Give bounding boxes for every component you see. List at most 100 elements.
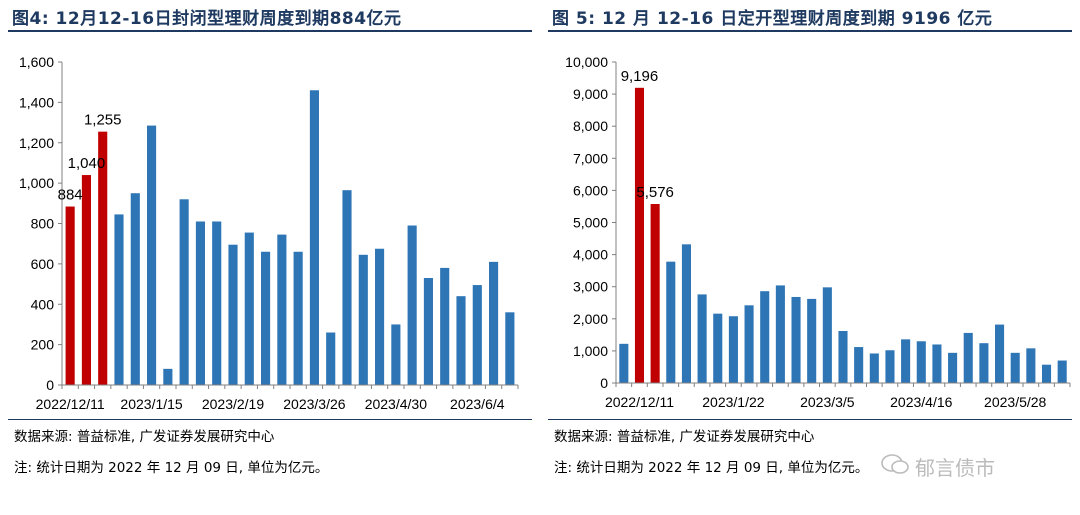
chart-panel-periodic-open: 图 5: 12 月 12-16 日定开型理财周度到期 9196 亿元 0 1,00… [540, 0, 1080, 515]
x-tick-label: 2023/1/22 [702, 394, 764, 410]
bar [358, 254, 368, 385]
chart-panel-closed-end: 图4: 12月12-16日封闭型理财周度到期884亿元 0 200 400 600 80… [8, 9, 532, 476]
bar [869, 353, 879, 383]
bar [342, 190, 352, 385]
bar [505, 312, 515, 385]
bar-chart-closed-end: 0 200 400 600 800 1,000 1,200 1,400 1,600 2022/12… [19, 54, 519, 412]
bar [666, 261, 676, 383]
y-tick-label: 1,000 [573, 343, 608, 359]
y-tick-label: 800 [31, 216, 55, 232]
watermark-text: 郁言债市 [915, 456, 995, 480]
bar [456, 296, 466, 385]
y-tick-label: 10,000 [565, 54, 608, 70]
bar [697, 294, 707, 383]
chart-title: 图 5: 12 月 12-16 日定开型理财周度到期 9196 亿元 [552, 9, 993, 29]
bar [277, 234, 287, 385]
bar [228, 244, 238, 385]
x-tick-label: 2023/3/26 [283, 396, 345, 412]
bar [634, 87, 645, 383]
title-divider [548, 30, 1072, 32]
bar [1010, 352, 1020, 383]
bar [791, 296, 801, 383]
bar [147, 125, 157, 385]
y-tick-label: 1,600 [19, 54, 54, 70]
bar [1041, 364, 1052, 383]
data-source: 数据来源: 普益标准, 广发证券发展研究中心 [14, 429, 275, 445]
bar [916, 341, 926, 383]
y-tick-label: 0 [46, 377, 54, 393]
data-source: 数据来源: 普益标准, 广发证券发展研究中心 [554, 429, 815, 445]
y-tick-label: 4,000 [573, 247, 608, 263]
bar [1026, 348, 1036, 383]
bar [407, 225, 417, 385]
bar [163, 368, 173, 385]
bar [81, 175, 91, 385]
y-tick-label: 1,200 [19, 135, 54, 151]
bar [728, 316, 738, 383]
y-tick-label: 8,000 [573, 118, 608, 134]
bar [901, 339, 911, 383]
footnote: 注: 统计日期为 2022 年 12 月 09 日, 单位为亿元。 [14, 460, 329, 476]
bar [650, 204, 660, 383]
x-tick-label: 2023/4/30 [365, 396, 427, 412]
y-tick-label: 5,000 [573, 215, 608, 231]
y-tick-label: 9,000 [573, 86, 608, 102]
data-label: 884 [58, 187, 83, 204]
bar [744, 305, 754, 383]
bar [979, 343, 989, 383]
y-tick-label: 200 [31, 337, 55, 353]
wechat-icon [881, 454, 909, 474]
bar [130, 193, 140, 385]
bar [807, 298, 817, 383]
chart-title: 图4: 12月12-16日封闭型理财周度到期884亿元 [12, 9, 402, 29]
y-tick-label: 600 [31, 256, 55, 272]
x-tick-label: 2023/3/5 [800, 394, 855, 410]
title-divider [8, 30, 532, 32]
bar [995, 324, 1005, 383]
x-tick-label: 2023/2/19 [202, 396, 264, 412]
bar [293, 251, 303, 385]
bar [326, 332, 336, 385]
bar [391, 324, 401, 385]
bar [179, 199, 189, 385]
bar [98, 131, 108, 385]
bar [713, 313, 723, 383]
data-label: 1,255 [84, 112, 122, 129]
bar [195, 221, 205, 385]
bar-chart-periodic-open: 0 1,000 2,000 3,000 4,000 5,000 6,000 7,000 8,00… [565, 54, 1071, 410]
bar [472, 285, 482, 385]
data-label: 1,040 [68, 155, 106, 172]
chart-divider [548, 419, 1072, 420]
data-label: 5,576 [636, 184, 674, 201]
bar [1057, 360, 1067, 383]
x-tick-label: 2023/1/15 [120, 396, 182, 412]
bar [261, 251, 271, 385]
chart-divider [8, 419, 532, 420]
y-tick-label: 6,000 [573, 182, 608, 198]
bar [440, 267, 450, 385]
y-tick-label: 1,000 [19, 175, 54, 191]
x-tick-label: 2022/12/11 [605, 394, 674, 410]
bar [375, 248, 385, 385]
bar [822, 287, 832, 383]
data-label: 9,196 [621, 68, 659, 85]
bar [114, 214, 124, 385]
y-tick-label: 1,400 [19, 94, 54, 110]
bar [948, 352, 958, 383]
bar [681, 244, 691, 383]
y-tick-label: 3,000 [573, 279, 608, 295]
bar [65, 206, 75, 385]
bar [775, 285, 785, 383]
bar [212, 221, 222, 385]
bar [885, 350, 895, 383]
bar [760, 291, 770, 383]
bar [244, 232, 254, 385]
x-tick-label: 2022/12/11 [36, 396, 105, 412]
footnote: 注: 统计日期为 2022 年 12 月 09 日, 单位为亿元。 [554, 460, 869, 476]
bar [619, 343, 629, 383]
x-tick-label: 2023/6/4 [450, 396, 505, 412]
x-tick-label: 2023/4/16 [890, 394, 952, 410]
bar [932, 344, 942, 383]
bar [309, 90, 319, 385]
bar [489, 261, 499, 385]
